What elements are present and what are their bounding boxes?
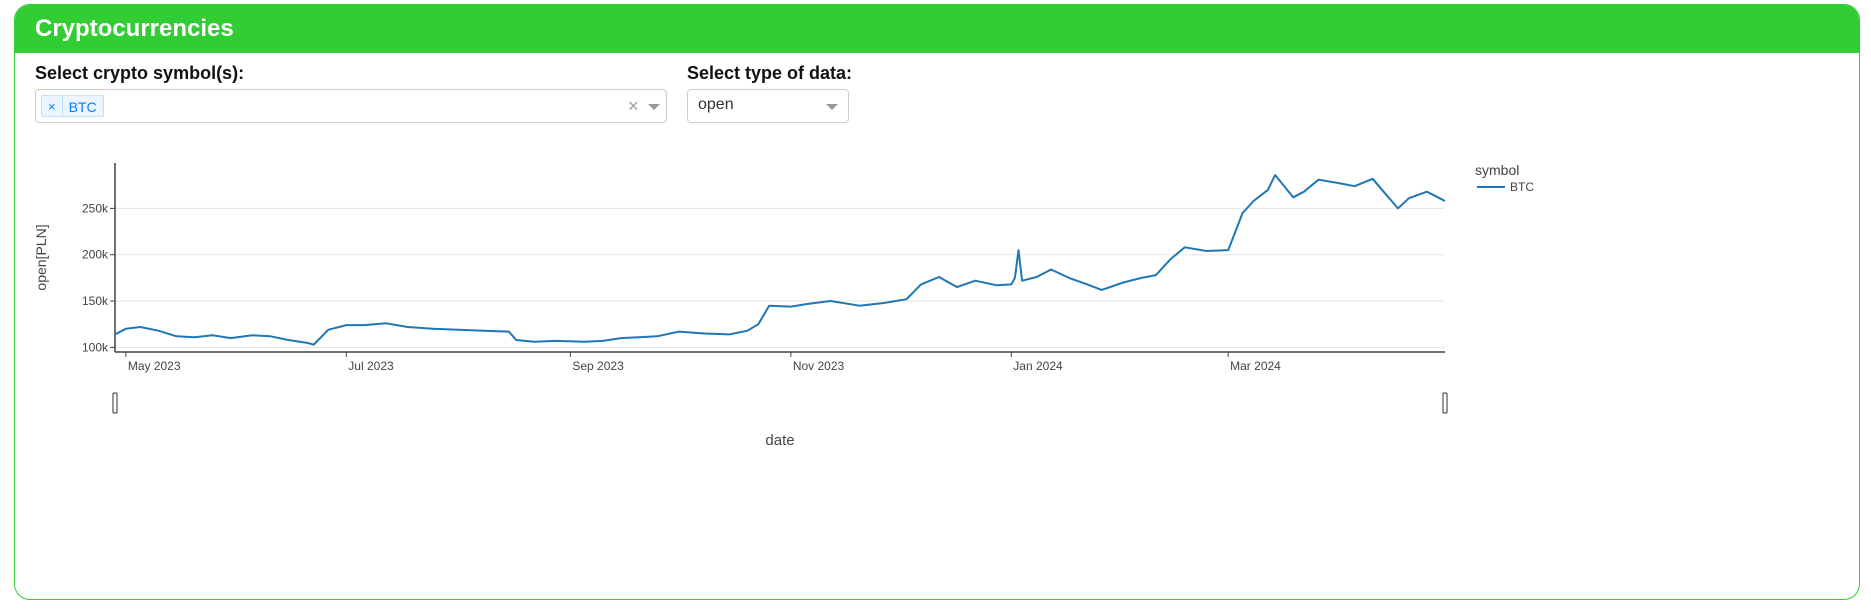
data-type-value: open [698, 96, 734, 113]
y-tick-label: 150k [82, 294, 109, 308]
data-type-select[interactable]: open [687, 89, 849, 123]
range-slider-left-handle[interactable] [112, 392, 118, 414]
price-chart[interactable]: 100k 150k 200k 250k May 2023 Jul 2023 Sep 202… [15, 131, 1860, 600]
y-tick-label: 100k [82, 340, 109, 354]
symbol-select-label: Select crypto symbol(s): [35, 63, 245, 83]
crypto-card: Cryptocurrencies Select crypto symbol(s)… [14, 4, 1860, 600]
series-line-btc[interactable] [114, 174, 1446, 346]
card-header: Cryptocurrencies [15, 5, 1859, 53]
x-tick-label: Mar 2024 [1230, 359, 1281, 373]
card-title: Cryptocurrencies [35, 15, 234, 42]
clear-selection-icon[interactable]: × [628, 96, 639, 116]
x-axis-label: date [765, 432, 794, 449]
range-slider-right-handle[interactable] [1442, 392, 1448, 414]
x-tick-label: Jan 2024 [1013, 359, 1063, 373]
x-tick-label: May 2023 [128, 359, 181, 373]
x-axis-ticks: May 2023 Jul 2023 Sep 2023 Nov 2023 Jan 2024… [125, 352, 1281, 373]
y-tick-label: 200k [82, 248, 109, 262]
legend-label-btc[interactable]: BTC [1510, 180, 1534, 194]
x-tick-label: Sep 2023 [572, 359, 624, 373]
symbol-multiselect[interactable]: × BTC × [35, 89, 667, 123]
symbol-dropdown-chevron-icon[interactable] [648, 104, 660, 110]
y-axis-ticks: 100k 150k 200k 250k [82, 201, 115, 354]
data-type-select-label: Select type of data: [687, 63, 853, 83]
x-tick-label: Nov 2023 [793, 359, 845, 373]
x-tick-label: Jul 2023 [348, 359, 394, 373]
data-type-dropdown-chevron-icon[interactable] [826, 104, 838, 110]
y-tick-label: 250k [82, 201, 109, 215]
y-axis-label: open[PLN] [33, 224, 49, 290]
selected-symbol-label: BTC [68, 99, 97, 115]
legend-title: symbol [1475, 162, 1519, 178]
remove-tag-icon[interactable]: × [42, 96, 63, 116]
grid-lines [115, 207, 1445, 348]
selected-symbol-tag: × BTC [41, 95, 104, 117]
